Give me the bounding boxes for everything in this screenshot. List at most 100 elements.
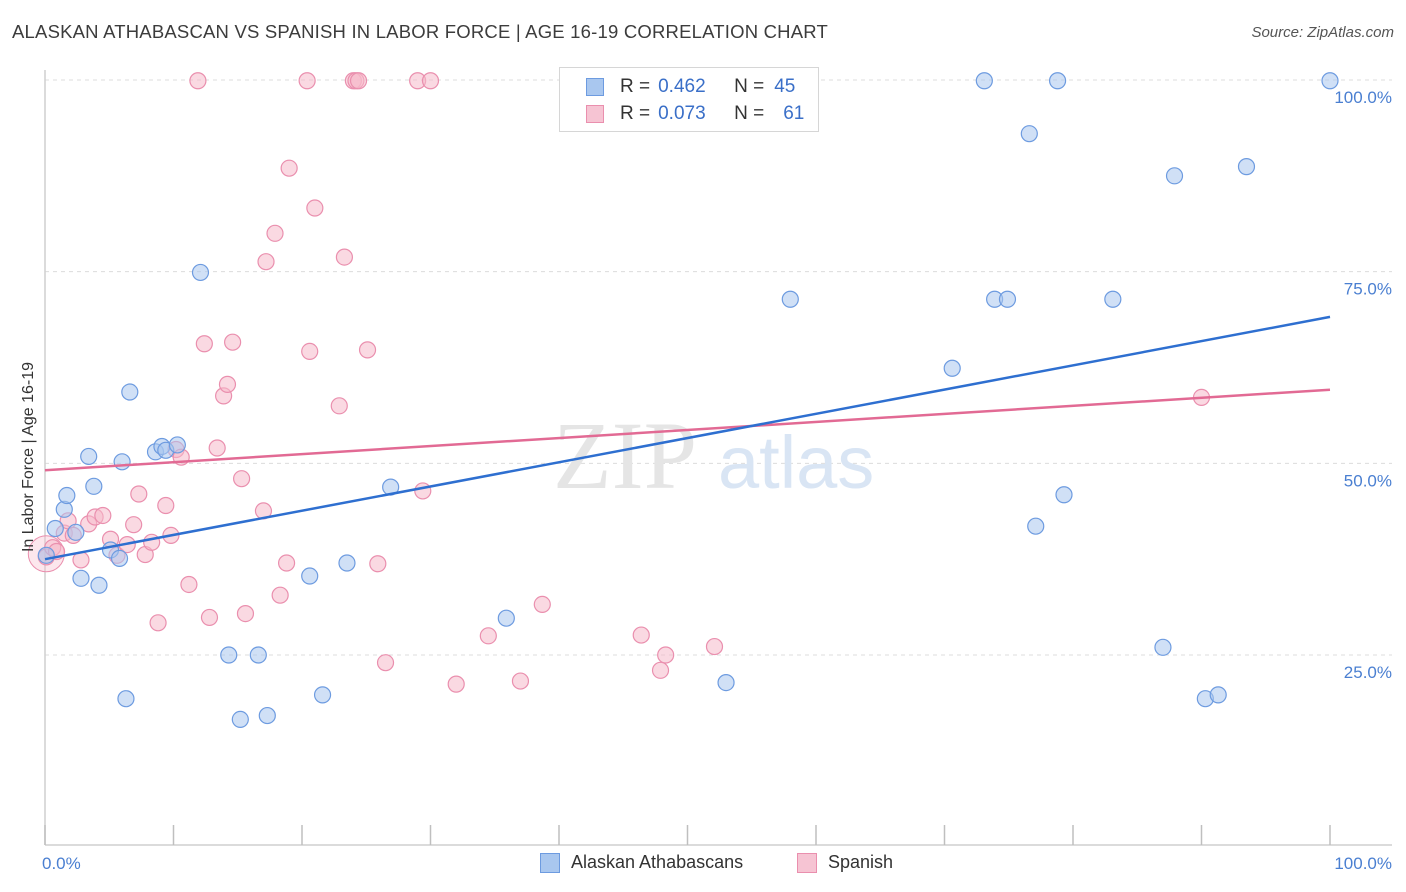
series-legend-athabascan[interactable]: Alaskan Athabascans (540, 852, 743, 873)
athabascan-trend-line (44, 315, 1331, 561)
x-tick-label: 100.0% (1334, 854, 1392, 873)
spanish-point (330, 397, 348, 415)
spanish-point (447, 675, 465, 693)
series-legend-spanish[interactable]: Spanish (797, 852, 893, 873)
spanish-point (358, 341, 377, 359)
spanish-point (511, 672, 530, 690)
trend-lines (44, 315, 1331, 561)
spanish-point (298, 72, 316, 90)
athabascan-point (301, 567, 319, 585)
athabascan-point (1154, 638, 1172, 656)
athabascan-point (46, 519, 64, 538)
spanish-point (301, 342, 319, 360)
y-tick-label: 25.0% (1344, 663, 1392, 682)
legend-n-label: N = (734, 103, 765, 124)
athabascan-point (37, 546, 55, 564)
athabascan-point (1165, 167, 1184, 185)
athabascan-points (37, 72, 1339, 729)
athabascan-point (117, 690, 135, 708)
source-label: Source: ZipAtlas.com (1251, 24, 1394, 41)
athabascan-point (113, 453, 131, 471)
athabascan-point (717, 673, 735, 692)
athabascan-point (67, 523, 85, 541)
spanish-point (125, 516, 143, 534)
athabascan-point (338, 554, 356, 572)
spanish-point (376, 654, 395, 672)
series-swatch-pink (797, 852, 817, 873)
chart-title: ALASKAN ATHABASCAN VS SPANISH IN LABOR F… (12, 21, 829, 42)
y-tick-label: 100.0% (1334, 88, 1392, 107)
series-legend: Alaskan Athabascans Spanish (0, 852, 1406, 878)
legend-r-label: R = (620, 103, 651, 124)
spanish-trend-line (44, 388, 1331, 472)
athabascan-point (249, 646, 267, 664)
correlation-legend: R = 0.462 N = 45 R = 0.073 N = 61 (559, 67, 819, 132)
spanish-point (266, 224, 284, 242)
legend-row-spanish: R = 0.073 N = 61 (586, 101, 804, 127)
legend-n-value: 45 (774, 76, 796, 97)
spanish-point (149, 614, 167, 632)
x-tick-label: 0.0% (42, 854, 81, 873)
spanish-point (306, 199, 324, 217)
legend-r-label: R = (620, 76, 651, 97)
athabascan-point (168, 436, 186, 454)
athabascan-point (998, 290, 1017, 308)
spanish-point (224, 333, 242, 351)
legend-r-value: 0.462 (658, 76, 706, 97)
spanish-point (280, 159, 298, 177)
watermark-zip: ZIP (553, 402, 697, 509)
spanish-point (533, 595, 551, 614)
athabascan-point (72, 569, 90, 587)
athabascan-point (191, 263, 210, 282)
athabascan-point (80, 447, 98, 466)
legend-swatch-blue (586, 78, 604, 96)
spanish-point (705, 637, 724, 656)
series-label-spanish: Spanish (828, 852, 894, 872)
axis-layer (44, 70, 1392, 846)
legend-n-label: N = (734, 76, 765, 97)
spanish-point (651, 661, 670, 679)
spanish-point (349, 72, 368, 90)
athabascan-point (313, 686, 332, 704)
athabascan-point (121, 383, 139, 401)
watermark: ZIP atlas (553, 402, 874, 509)
spanish-point (335, 248, 354, 266)
series-label-athabascan: Alaskan Athabascans (571, 852, 744, 872)
spanish-point (130, 485, 148, 503)
athabascan-point (1055, 486, 1073, 504)
athabascan-point (85, 477, 103, 495)
spanish-point (236, 604, 255, 623)
athabascan-point (975, 72, 993, 90)
legend-r-value: 0.073 (658, 103, 706, 124)
athabascan-point (110, 549, 129, 568)
athabascan-point (1104, 290, 1122, 308)
athabascan-point (497, 609, 515, 627)
spanish-point (277, 554, 296, 572)
athabascan-point (1020, 125, 1038, 143)
spanish-point (632, 626, 650, 644)
athabascan-point (58, 486, 76, 505)
legend-n-value: 61 (783, 103, 805, 124)
series-swatch-blue (540, 852, 560, 873)
y-tick-label: 75.0% (1344, 280, 1392, 299)
spanish-point (94, 506, 112, 525)
spanish-point (479, 627, 497, 645)
athabascan-point (258, 706, 276, 725)
athabascan-point (1048, 72, 1067, 90)
spanish-point (271, 586, 289, 604)
spanish-point (180, 575, 198, 594)
spanish-point (195, 335, 213, 353)
y-tick-label: 50.0% (1344, 471, 1392, 490)
spanish-point (257, 253, 275, 271)
athabascan-point (943, 359, 961, 377)
athabascan-point (231, 710, 249, 729)
spanish-point (189, 72, 207, 90)
spanish-point (421, 72, 440, 90)
spanish-point (143, 533, 161, 551)
spanish-point (208, 439, 226, 457)
spanish-point (218, 375, 237, 393)
grid-layer (45, 79, 1392, 656)
athabascan-point (781, 290, 799, 308)
tick-labels: 25.0% 50.0% 75.0% 100.0% 0.0% 100.0% (42, 88, 1392, 873)
